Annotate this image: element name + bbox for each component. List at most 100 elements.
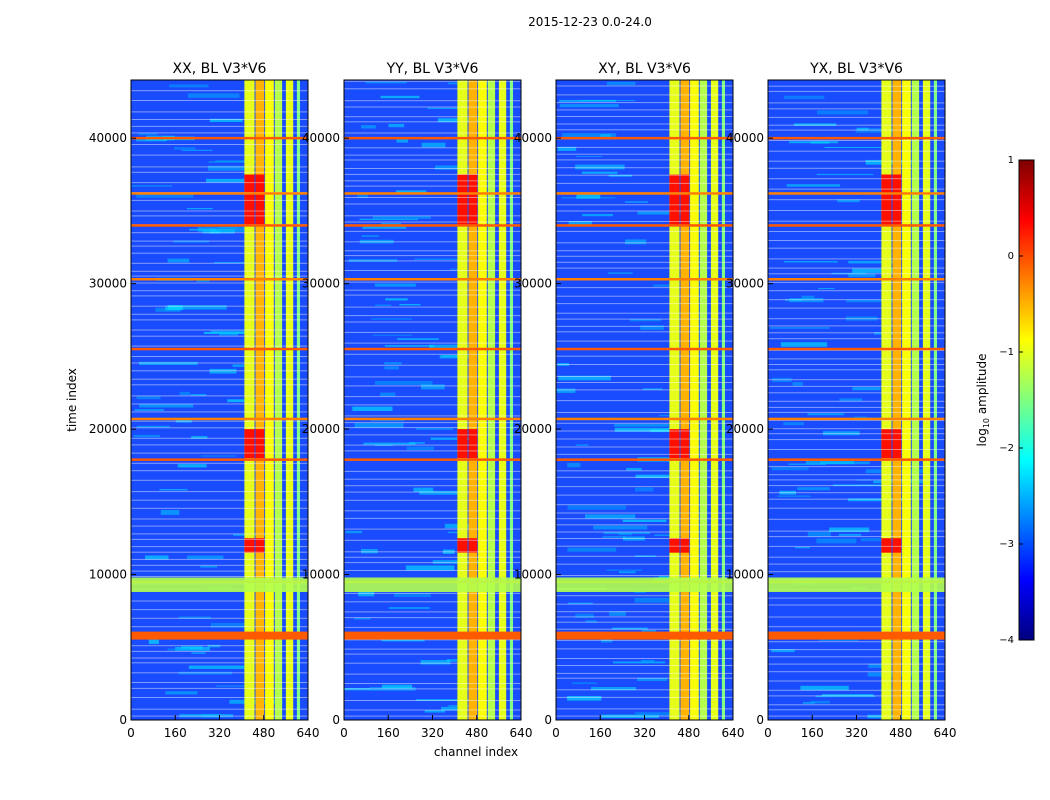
- heatmap-texture-streak: [419, 490, 468, 495]
- heatmap-texture-streak: [777, 495, 811, 498]
- heatmap-texture-streak: [200, 565, 218, 568]
- time-row-line: [131, 252, 308, 254]
- heatmap-texture-streak: [585, 620, 597, 623]
- flagged-row: [344, 224, 521, 227]
- heatmap-texture-streak: [446, 659, 457, 662]
- time-row-line: [344, 510, 521, 512]
- heatmap-texture-streak: [415, 699, 473, 701]
- heatmap-texture-streak: [388, 607, 430, 609]
- heatmap-texture-streak: [801, 295, 815, 300]
- time-row-line: [131, 166, 308, 168]
- heatmap-texture-streak: [148, 639, 159, 644]
- heatmap-texture-streak: [637, 677, 668, 681]
- heatmap-texture-streak: [771, 466, 809, 471]
- panel-title: XX, BL V3*V6: [173, 61, 267, 77]
- time-row-line: [768, 680, 945, 682]
- y-tick-label: 10000: [726, 568, 764, 582]
- time-row-line: [131, 551, 308, 553]
- time-row-line: [768, 428, 945, 430]
- heatmap-texture-streak: [136, 396, 161, 400]
- time-row-line: [131, 479, 308, 481]
- heatmap-texture-streak: [372, 216, 431, 219]
- heatmap-texture-streak: [572, 682, 597, 685]
- time-row-line: [131, 546, 308, 548]
- time-row-line: [344, 173, 521, 175]
- heatmap-texture-streak: [175, 418, 192, 423]
- x-tick-label: 320: [421, 726, 444, 740]
- heatmap-texture-streak: [634, 597, 691, 603]
- flagged-row: [131, 631, 308, 640]
- heatmap-texture-streak: [131, 185, 173, 187]
- flagged-row: [768, 417, 945, 421]
- y-tick-label: 30000: [514, 277, 552, 291]
- heatmap-texture-streak: [375, 304, 392, 307]
- time-row-line: [344, 353, 521, 355]
- time-row-line: [131, 525, 308, 527]
- heatmap-texture-streak: [210, 330, 260, 334]
- time-row-line: [556, 204, 733, 206]
- time-row-line: [344, 270, 521, 271]
- heatmap-texture-streak: [397, 338, 439, 340]
- flagged-row: [344, 136, 521, 140]
- time-row-line: [344, 683, 521, 684]
- time-row-line: [344, 528, 521, 530]
- time-row-line: [344, 499, 521, 501]
- heatmap-texture-streak: [653, 284, 673, 287]
- time-row-line: [131, 708, 308, 710]
- flagged-rows: [131, 90, 308, 717]
- flagged-row: [131, 278, 308, 281]
- time-row-line: [131, 245, 308, 247]
- rfi-band: [296, 80, 300, 720]
- time-row-line: [768, 267, 945, 269]
- time-row-line: [768, 281, 945, 283]
- rfi-hotspot: [244, 538, 255, 553]
- time-row-line: [556, 355, 733, 357]
- x-tick-label: 480: [889, 726, 912, 740]
- time-row-line: [131, 682, 308, 683]
- colorbar-label-log: log: [975, 428, 989, 446]
- heatmap-texture-streak: [207, 165, 248, 171]
- time-row-line: [768, 695, 945, 697]
- heatmap-texture-streak: [206, 178, 251, 183]
- heatmap-texture-streak: [852, 387, 881, 391]
- heatmap-texture-streak: [567, 602, 593, 604]
- time-row-line: [556, 665, 733, 666]
- time-row-line: [556, 563, 733, 565]
- heatmap-texture-streak: [384, 362, 402, 365]
- time-row-line: [344, 281, 521, 283]
- time-row-line: [768, 626, 945, 628]
- rfi-band: [911, 80, 920, 720]
- time-row-line: [768, 392, 945, 394]
- y-tick-label: 30000: [89, 277, 127, 291]
- time-row-line: [768, 406, 945, 408]
- time-row-line: [556, 382, 733, 383]
- heatmap-texture-streak: [441, 354, 461, 357]
- rfi-hotspot: [468, 429, 478, 459]
- time-row-line: [131, 617, 308, 619]
- heatmap-texture-streak: [362, 226, 407, 229]
- time-row-line: [344, 106, 521, 108]
- heatmap-texture-streak: [420, 660, 451, 665]
- time-row-line: [768, 116, 945, 118]
- time-row-line: [556, 250, 733, 252]
- rfi-hotspot: [255, 538, 265, 553]
- heatmap-texture-streak: [372, 334, 413, 336]
- rfi-band: [244, 80, 255, 720]
- heatmap-texture-streak: [637, 211, 681, 215]
- time-row-line: [768, 364, 945, 365]
- heatmap-texture-streak: [421, 384, 445, 390]
- heatmap-texture-streak: [177, 464, 207, 468]
- time-row-line: [131, 462, 308, 464]
- time-row-line: [131, 329, 308, 331]
- y-tick-label: 30000: [302, 277, 340, 291]
- time-row-line: [131, 335, 308, 337]
- time-row-line: [131, 533, 308, 535]
- time-row-line: [131, 444, 308, 446]
- heatmap-texture-streak: [575, 444, 589, 446]
- x-tick-label: 160: [589, 726, 612, 740]
- colorbar-gradient: [1018, 159, 1035, 641]
- y-tick-label: 20000: [302, 422, 340, 436]
- heatmap-texture-streak: [181, 149, 213, 151]
- time-row-line: [556, 696, 733, 698]
- time-row-line: [131, 507, 308, 509]
